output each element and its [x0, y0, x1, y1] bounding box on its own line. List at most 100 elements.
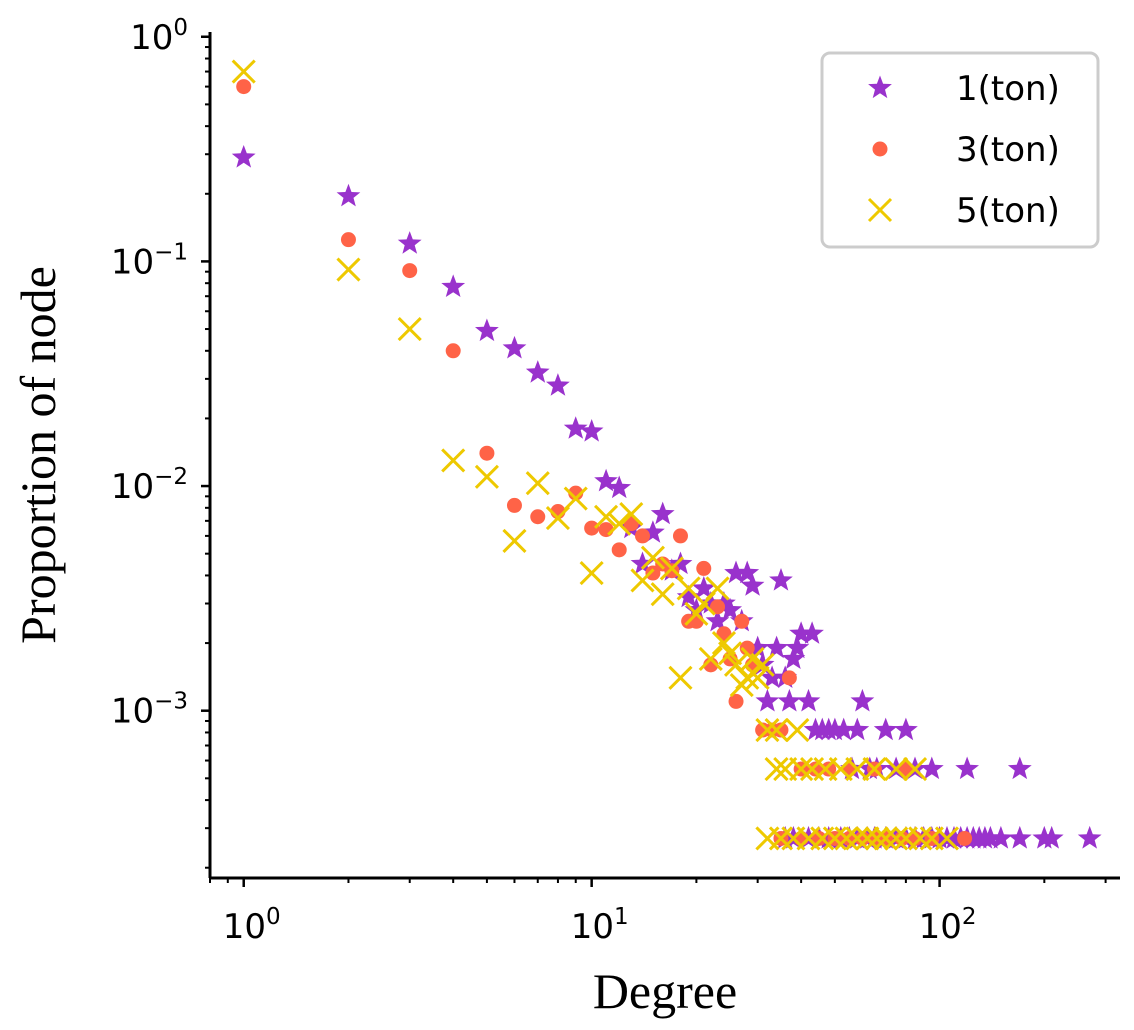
- data-point: [845, 717, 870, 741]
- data-point: [397, 316, 422, 342]
- data-point: [1007, 756, 1032, 780]
- data-point: [894, 717, 918, 741]
- data-point: [777, 688, 802, 712]
- data-point: [545, 506, 570, 531]
- legend-label: 5(ton): [956, 191, 1060, 231]
- data-point: [696, 560, 712, 576]
- data-point: [793, 830, 809, 846]
- data-point: [789, 756, 814, 782]
- data-point: [769, 568, 793, 591]
- axis-ticks: 100 10−1 10−2 10−3 100 101 102: [111, 15, 1107, 947]
- legend-marker: [868, 75, 892, 99]
- data-point: [579, 560, 604, 586]
- data-point: [902, 756, 928, 782]
- data-point: [1007, 825, 1032, 849]
- data-point: [745, 635, 770, 659]
- data-point: [688, 613, 704, 629]
- data-point: [502, 335, 527, 359]
- data-point: [957, 830, 973, 846]
- data-point: [579, 419, 604, 442]
- data-point: [659, 556, 684, 581]
- legend-marker: [872, 141, 888, 157]
- data-point: [641, 520, 665, 543]
- data-point: [506, 497, 522, 513]
- data-point: [864, 826, 889, 851]
- data-point: [796, 688, 821, 712]
- data-point: [336, 257, 361, 282]
- data-point: [821, 761, 837, 777]
- data-point: [785, 718, 810, 743]
- data-point: [884, 826, 909, 851]
- data-point: [698, 591, 723, 614]
- data-point: [822, 826, 847, 851]
- data-point: [745, 665, 770, 690]
- data-point: [705, 608, 730, 632]
- data-point: [475, 318, 499, 342]
- data-point: [989, 825, 1013, 849]
- data-point: [764, 756, 789, 782]
- data-point: [441, 448, 466, 473]
- data-point: [607, 511, 632, 536]
- data-point: [594, 468, 618, 492]
- data-point: [728, 693, 744, 709]
- data-point: [854, 830, 870, 846]
- data-point: [785, 635, 810, 659]
- data-point: [855, 826, 880, 851]
- data-point: [607, 475, 632, 499]
- data-point: [845, 756, 870, 782]
- data-point: [755, 688, 780, 712]
- data-point: [645, 565, 661, 581]
- data-point: [1039, 825, 1064, 849]
- x-tick-label: 101: [571, 904, 629, 947]
- data-point: [676, 584, 701, 608]
- data-point: [474, 464, 499, 489]
- legend-label: 1(ton): [956, 69, 1060, 109]
- y-tick-label: 100: [130, 15, 188, 58]
- legend-box: [820, 51, 1100, 249]
- series-3: [231, 59, 960, 851]
- data-point: [231, 59, 256, 84]
- data-point: [650, 501, 675, 525]
- data-point: [768, 826, 794, 851]
- data-point: [823, 717, 847, 741]
- y-tick-label: 10−2: [111, 464, 188, 507]
- data-point: [884, 756, 909, 782]
- data-point: [789, 621, 813, 644]
- data-point: [735, 665, 760, 690]
- data-point: [764, 635, 789, 659]
- y-tick-label: 10−3: [111, 689, 188, 732]
- data-point: [563, 486, 588, 511]
- data-point: [808, 761, 824, 777]
- series-1: [231, 145, 1102, 849]
- data-point: [800, 621, 824, 644]
- data-point: [236, 79, 252, 95]
- data-point: [563, 416, 588, 439]
- data-point: [718, 597, 742, 621]
- data-point: [734, 613, 750, 629]
- data-point: [873, 826, 898, 851]
- data-point: [978, 825, 1003, 849]
- data-point: [593, 504, 619, 529]
- data-point: [340, 232, 356, 248]
- plot-area: [231, 59, 1102, 851]
- data-point: [397, 231, 422, 254]
- data-point: [479, 445, 495, 461]
- data-point: [684, 601, 709, 626]
- data-point: [841, 830, 857, 846]
- data-point: [773, 722, 789, 738]
- data-point: [740, 573, 765, 596]
- data-point: [525, 471, 550, 496]
- data-point: [718, 641, 743, 666]
- data-point: [831, 717, 856, 741]
- data-point: [724, 560, 748, 584]
- data-point: [712, 591, 736, 614]
- data-point: [1077, 825, 1102, 849]
- data-point: [845, 826, 870, 851]
- data-point: [873, 717, 898, 741]
- data-point: [525, 360, 550, 383]
- data-point: [546, 373, 570, 396]
- data-point: [402, 263, 418, 279]
- data-point: [862, 756, 887, 782]
- data-point: [691, 576, 716, 599]
